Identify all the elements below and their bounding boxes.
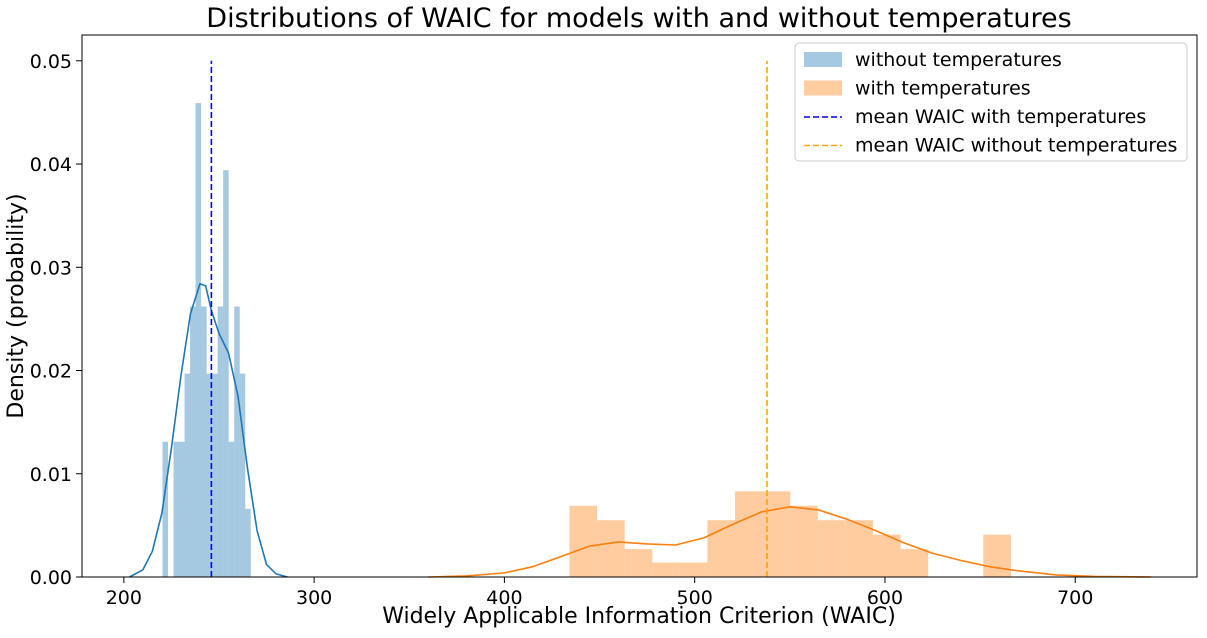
bar-with-temperatures-12 — [900, 549, 929, 577]
x-tick-label-700: 700 — [1057, 587, 1093, 609]
bar-with-temperatures-11 — [872, 534, 901, 577]
histogram-without-temperatures — [162, 103, 251, 578]
legend-item-with-temperatures: with temperatures — [804, 78, 1031, 100]
bar-with-temperatures-9 — [817, 520, 846, 577]
x-tick-label-600: 600 — [867, 587, 903, 609]
bar-without-temperatures-9 — [217, 306, 224, 577]
y-axis: 0.00 0.01 0.02 0.03 0.04 0.05 — [30, 51, 82, 589]
bar-without-temperatures-2 — [179, 441, 185, 577]
bar-without-temperatures-11 — [228, 441, 235, 577]
legend-label: mean WAIC with temperatures — [855, 106, 1146, 128]
bar-without-temperatures-10 — [223, 170, 229, 578]
bar-with-temperatures-6 — [735, 491, 763, 577]
y-tick-label-0.02: 0.02 — [30, 361, 72, 383]
bar-with-temperatures-5 — [707, 520, 736, 577]
y-tick-label-0.05: 0.05 — [30, 51, 72, 73]
y-tick-label-0.04: 0.04 — [30, 154, 72, 176]
legend-swatch — [804, 52, 842, 67]
bar-without-temperatures-12 — [234, 306, 240, 577]
legend-item-without-temperatures: without temperatures — [804, 49, 1062, 71]
bar-with-temperatures-4 — [679, 562, 708, 577]
bar-without-temperatures-7 — [206, 373, 213, 577]
y-tick-label-0.00: 0.00 — [30, 567, 72, 589]
x-axis: 200 300 400 500 600 700 — [106, 577, 1093, 609]
y-tick-label-0.03: 0.03 — [30, 257, 72, 279]
bar-with-temperatures-2 — [624, 549, 653, 577]
bar-with-temperatures-10 — [845, 520, 873, 577]
bar-with-temperatures-8 — [790, 505, 818, 577]
y-tick-label-0.01: 0.01 — [30, 464, 72, 486]
bar-with-temperatures-1 — [597, 520, 625, 577]
plot-frame — [81, 34, 1198, 578]
legend-item-mean-waic-without-temperatures: mean WAIC without temperatures — [804, 135, 1177, 157]
x-tick-label-400: 400 — [486, 587, 522, 609]
bar-without-temperatures-13 — [239, 373, 246, 577]
bar-without-temperatures-6 — [201, 306, 207, 577]
x-tick-label-200: 200 — [106, 587, 142, 609]
chart-title: Distributions of WAIC for models with an… — [206, 3, 1071, 34]
bar-without-temperatures-5 — [195, 103, 202, 577]
legend-swatch — [804, 80, 842, 96]
legend-label: without temperatures — [855, 49, 1062, 71]
bar-without-temperatures-8 — [212, 373, 218, 577]
bar-without-temperatures-4 — [190, 306, 196, 577]
bar-without-temperatures-1 — [173, 441, 180, 577]
legend-label: with temperatures — [855, 78, 1031, 100]
bar-without-temperatures-3 — [184, 373, 191, 577]
x-tick-label-300: 300 — [296, 587, 332, 609]
legend: without temperatures with temperatures mea… — [794, 42, 1188, 162]
bar-with-temperatures-13 — [983, 534, 1011, 577]
x-tick-label-500: 500 — [677, 587, 713, 609]
bar-with-temperatures-3 — [652, 562, 680, 577]
y-axis-label: Density (probability) — [4, 193, 29, 418]
kde-curve-0 — [129, 282, 288, 578]
histogram-with-temperatures — [569, 491, 1011, 577]
x-axis-label: Widely Applicable Information Criterion … — [382, 604, 896, 629]
bar-without-temperatures-0 — [162, 441, 169, 577]
legend-box — [794, 42, 1188, 162]
plot-area — [129, 60, 1152, 578]
bar-without-temperatures-14 — [245, 508, 251, 577]
bar-with-temperatures-0 — [569, 505, 598, 577]
kde-curve-1 — [428, 505, 1152, 578]
legend-label: mean WAIC without temperatures — [855, 135, 1177, 157]
legend-item-mean-waic-with-temperatures: mean WAIC with temperatures — [804, 106, 1146, 128]
